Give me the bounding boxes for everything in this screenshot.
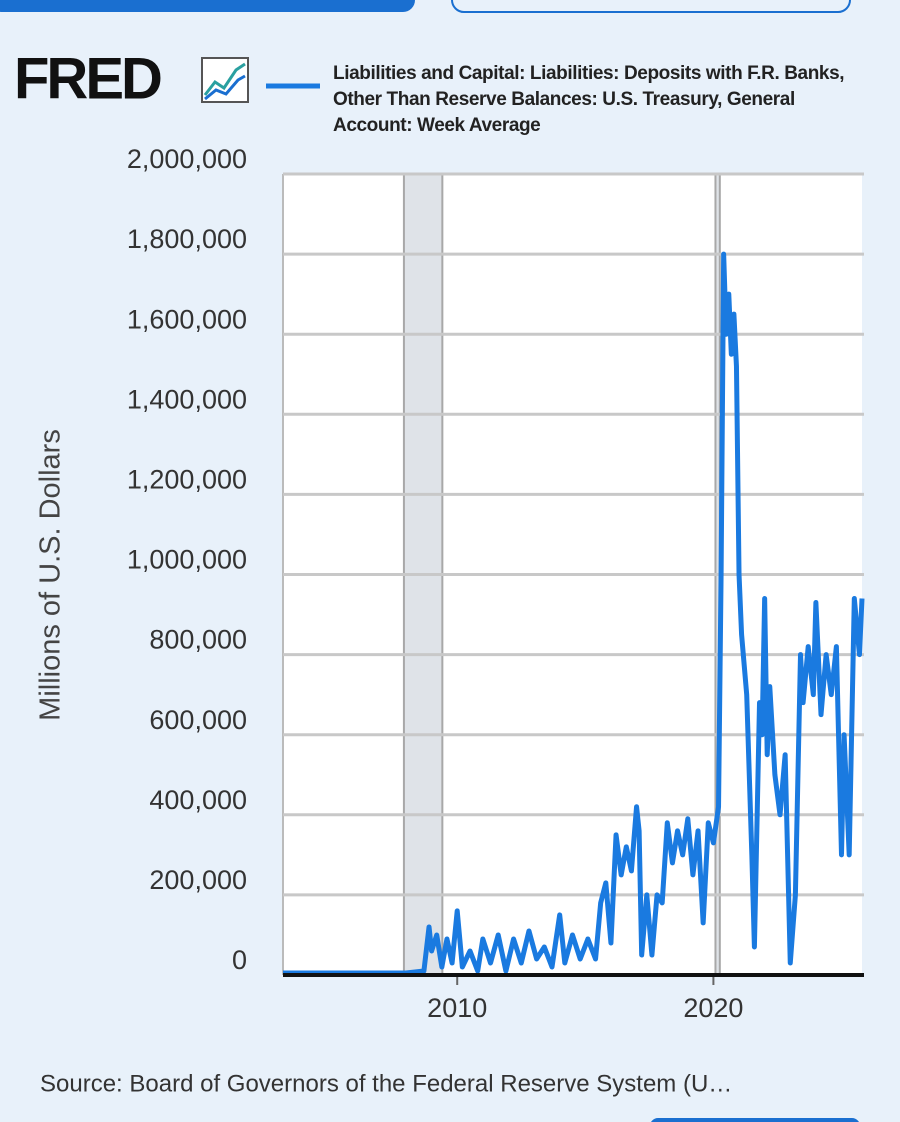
y-tick-label: 1,400,000 (127, 384, 247, 414)
y-tick-label: 1,600,000 (127, 304, 247, 334)
y-tick-label: 800,000 (149, 625, 247, 655)
top-button[interactable] (0, 0, 415, 12)
y-tick-label: 0 (232, 945, 247, 975)
y-tick-label: 1,000,000 (127, 545, 247, 575)
logo-icon (201, 57, 249, 103)
x-tick-label: 2010 (427, 993, 487, 1023)
source: Source: Board of Governors of the Federa… (40, 1070, 732, 1097)
y-tick-label: 400,000 (149, 785, 247, 815)
legend-label: Liabilities and Capital: Liabilities: De… (333, 63, 845, 136)
x-tick-label: 2020 (683, 993, 743, 1023)
logo: FRED (14, 46, 161, 111)
y-tick-label: 600,000 (149, 705, 247, 735)
data-line (283, 251, 865, 976)
y-tick-label: 200,000 (149, 865, 247, 895)
y-tick-label: 1,800,000 (127, 224, 247, 254)
y-tick-label: 1,200,000 (127, 465, 247, 495)
top-button-outline[interactable] (451, 0, 851, 13)
y-tick-label: 2,000,000 (127, 144, 247, 174)
y-axis-title: Millions of U.S. Dollars (35, 429, 67, 721)
bottom-button[interactable] (650, 1118, 860, 1122)
